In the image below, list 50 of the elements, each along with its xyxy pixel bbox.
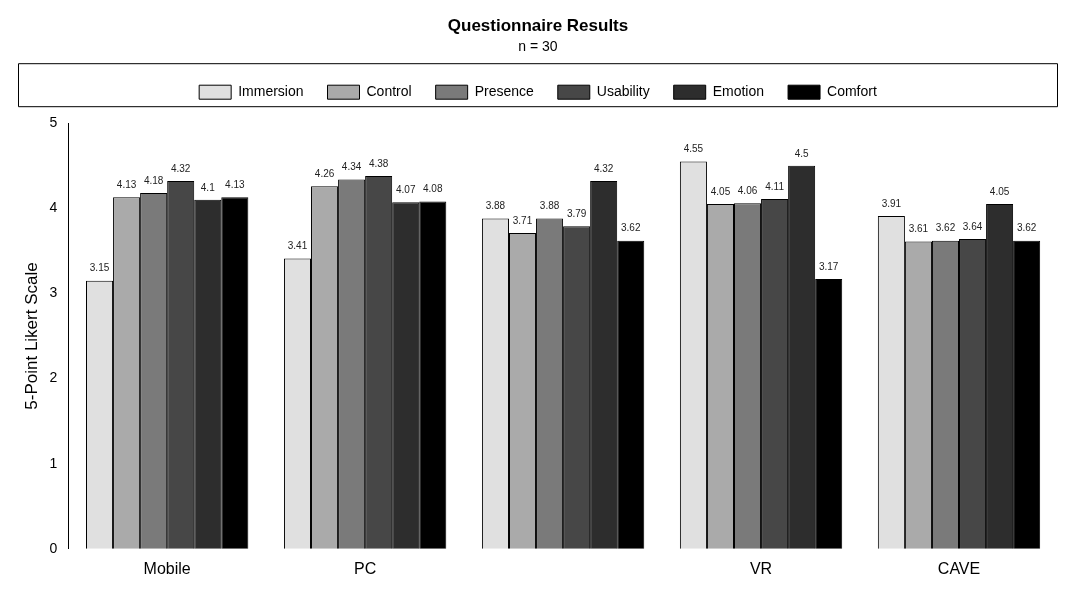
data-label: 4.1 xyxy=(200,181,216,193)
data-label: 3.61 xyxy=(908,223,929,235)
x-tick-label: VR xyxy=(749,559,773,577)
data-label: 4.55 xyxy=(683,143,704,155)
legend-label: Emotion xyxy=(712,83,765,100)
data-label: 4.34 xyxy=(341,161,362,173)
data-label: 4.26 xyxy=(314,167,335,179)
legend-label: Comfort xyxy=(827,83,877,100)
data-label: 3.15 xyxy=(89,262,110,274)
data-label: 4.32 xyxy=(593,162,614,174)
legend-label: Presence xyxy=(474,83,534,100)
data-label: 4.08 xyxy=(423,183,443,195)
y-axis-title: 5-Point Likert Scale xyxy=(21,262,41,410)
x-tick-label: Mobile xyxy=(143,559,191,577)
y-tick-label: 3 xyxy=(49,284,58,301)
x-tick-label: CAVE xyxy=(937,559,981,577)
bar xyxy=(419,201,447,549)
y-tick-label: 4 xyxy=(49,199,58,216)
data-label: 4.38 xyxy=(368,157,389,169)
y-tick-label: 2 xyxy=(49,369,58,386)
data-label: 3.17 xyxy=(818,260,839,272)
data-label: 3.79 xyxy=(566,207,587,219)
data-label: 4.11 xyxy=(765,180,785,192)
data-label: 4.13 xyxy=(225,179,245,190)
legend-label: Control xyxy=(366,83,412,100)
data-label: 3.88 xyxy=(485,200,506,212)
data-label: 4.13 xyxy=(116,179,137,190)
data-label: 3.88 xyxy=(539,200,560,212)
chart-title: Questionnaire Results xyxy=(447,15,629,35)
y-tick-label: 0 xyxy=(49,539,58,556)
data-label: 4.5 xyxy=(794,147,810,159)
data-label: 4.05 xyxy=(710,185,731,197)
data-label: 4.18 xyxy=(143,174,164,186)
data-label: 3.62 xyxy=(935,222,956,234)
data-label: 4.32 xyxy=(170,162,191,174)
chart-subtitle: n = 30 xyxy=(518,37,558,54)
legend-label: Immersion xyxy=(238,83,304,100)
y-tick-label: 1 xyxy=(49,454,58,471)
data-label: 3.62 xyxy=(1016,222,1037,234)
y-tick-label: 5 xyxy=(49,114,58,131)
data-label: 4.07 xyxy=(395,184,416,196)
data-label: 3.41 xyxy=(287,240,308,252)
x-tick-label: PC xyxy=(354,559,377,577)
legend-label: Usability xyxy=(596,83,650,100)
data-label: 3.64 xyxy=(962,220,983,232)
data-label: 3.71 xyxy=(512,214,533,226)
data-label: 4.05 xyxy=(989,185,1010,197)
data-label: 3.91 xyxy=(881,197,902,209)
data-label: 4.06 xyxy=(737,184,758,196)
data-label: 3.62 xyxy=(621,222,641,234)
